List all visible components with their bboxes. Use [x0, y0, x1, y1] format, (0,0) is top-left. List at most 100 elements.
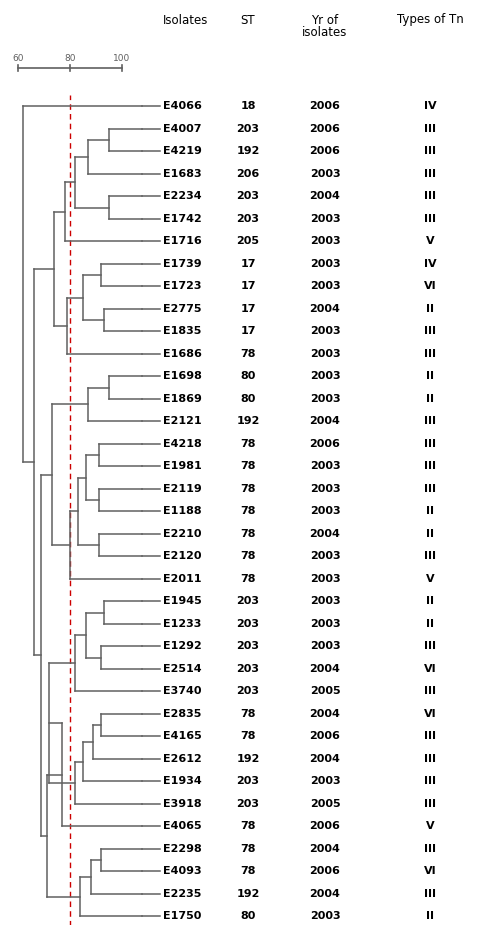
- Text: 80: 80: [241, 394, 255, 403]
- Text: II: II: [426, 619, 434, 629]
- Text: E4218: E4218: [163, 438, 202, 449]
- Text: II: II: [426, 303, 434, 314]
- Text: Isolates: Isolates: [163, 14, 209, 27]
- Text: III: III: [424, 799, 436, 808]
- Text: E2011: E2011: [163, 574, 202, 584]
- Text: 2003: 2003: [310, 551, 340, 561]
- Text: 17: 17: [240, 259, 256, 269]
- Text: E1945: E1945: [163, 597, 202, 606]
- Text: 203: 203: [237, 799, 259, 808]
- Text: 2006: 2006: [309, 124, 340, 134]
- Text: III: III: [424, 438, 436, 449]
- Text: 203: 203: [237, 597, 259, 606]
- Text: 2003: 2003: [310, 484, 340, 494]
- Text: 2003: 2003: [310, 349, 340, 359]
- Text: E3740: E3740: [163, 686, 202, 697]
- Text: 2003: 2003: [310, 236, 340, 246]
- Text: III: III: [424, 844, 436, 854]
- Text: 192: 192: [237, 889, 259, 899]
- Text: 18: 18: [240, 101, 256, 111]
- Text: II: II: [426, 394, 434, 403]
- Text: III: III: [424, 214, 436, 224]
- Text: 78: 78: [240, 438, 256, 449]
- Text: 2003: 2003: [310, 394, 340, 403]
- Text: II: II: [426, 911, 434, 921]
- Text: 2003: 2003: [310, 641, 340, 651]
- Text: III: III: [424, 484, 436, 494]
- Text: 2006: 2006: [309, 438, 340, 449]
- Text: III: III: [424, 168, 436, 179]
- Text: E1723: E1723: [163, 281, 202, 291]
- Text: III: III: [424, 641, 436, 651]
- Text: E1835: E1835: [163, 327, 202, 337]
- Text: III: III: [424, 551, 436, 561]
- Text: E1686: E1686: [163, 349, 202, 359]
- Text: E2298: E2298: [163, 844, 202, 854]
- Text: E1739: E1739: [163, 259, 202, 269]
- Text: 2004: 2004: [309, 303, 340, 314]
- Text: E4007: E4007: [163, 124, 202, 134]
- Text: E2120: E2120: [163, 551, 202, 561]
- Text: III: III: [424, 124, 436, 134]
- Text: 17: 17: [240, 303, 256, 314]
- Text: 2003: 2003: [310, 168, 340, 179]
- Text: VI: VI: [424, 281, 436, 291]
- Text: 2005: 2005: [310, 799, 340, 808]
- Text: IV: IV: [424, 101, 436, 111]
- Text: III: III: [424, 686, 436, 697]
- Text: E1869: E1869: [163, 394, 202, 403]
- Text: 78: 78: [240, 709, 256, 719]
- Text: E1233: E1233: [163, 619, 202, 629]
- Text: IV: IV: [424, 259, 436, 269]
- Text: 203: 203: [237, 686, 259, 697]
- Text: V: V: [426, 821, 434, 832]
- Text: II: II: [426, 597, 434, 606]
- Text: E4165: E4165: [163, 732, 202, 741]
- Text: 78: 78: [240, 506, 256, 516]
- Text: III: III: [424, 889, 436, 899]
- Text: 203: 203: [237, 124, 259, 134]
- Text: 2003: 2003: [310, 619, 340, 629]
- Text: 78: 78: [240, 866, 256, 876]
- Text: E2234: E2234: [163, 191, 202, 202]
- Text: 2006: 2006: [309, 146, 340, 156]
- Text: E2514: E2514: [163, 664, 202, 673]
- Text: E1188: E1188: [163, 506, 202, 516]
- Text: 78: 78: [240, 529, 256, 538]
- Text: 2004: 2004: [309, 529, 340, 538]
- Text: 80: 80: [241, 371, 255, 381]
- Text: 203: 203: [237, 619, 259, 629]
- Text: 17: 17: [240, 281, 256, 291]
- Text: Yr of: Yr of: [311, 14, 338, 27]
- Text: 2006: 2006: [309, 866, 340, 876]
- Text: II: II: [426, 371, 434, 381]
- Text: E2775: E2775: [163, 303, 202, 314]
- Text: VI: VI: [424, 664, 436, 673]
- Text: III: III: [424, 462, 436, 471]
- Text: III: III: [424, 349, 436, 359]
- Text: 192: 192: [237, 754, 259, 764]
- Text: II: II: [426, 529, 434, 538]
- Text: VI: VI: [424, 866, 436, 876]
- Text: 2006: 2006: [309, 101, 340, 111]
- Text: 78: 78: [240, 462, 256, 471]
- Text: 203: 203: [237, 191, 259, 202]
- Text: 2003: 2003: [310, 281, 340, 291]
- Text: E4066: E4066: [163, 101, 202, 111]
- Text: 100: 100: [113, 54, 131, 63]
- Text: 205: 205: [237, 236, 259, 246]
- Text: 2004: 2004: [309, 664, 340, 673]
- Text: VI: VI: [424, 709, 436, 719]
- Text: 78: 78: [240, 732, 256, 741]
- Text: 2004: 2004: [309, 416, 340, 426]
- Text: V: V: [426, 574, 434, 584]
- Text: E2835: E2835: [163, 709, 202, 719]
- Text: 206: 206: [237, 168, 259, 179]
- Text: 2003: 2003: [310, 911, 340, 921]
- Text: 78: 78: [240, 574, 256, 584]
- Text: E2119: E2119: [163, 484, 202, 494]
- Text: E1292: E1292: [163, 641, 202, 651]
- Text: 78: 78: [240, 551, 256, 561]
- Text: 192: 192: [237, 416, 259, 426]
- Text: E1683: E1683: [163, 168, 202, 179]
